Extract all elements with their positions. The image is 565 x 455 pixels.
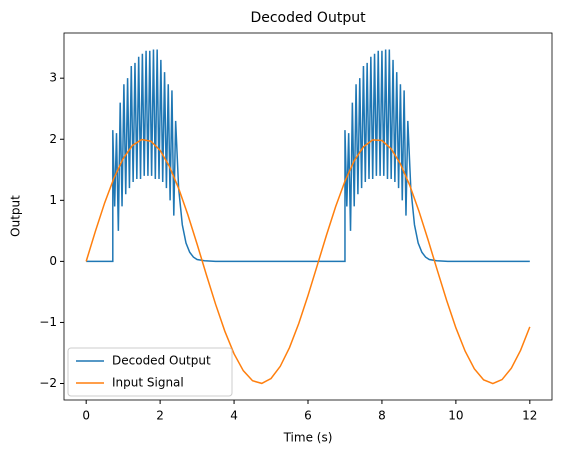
series-line: [85, 138, 531, 385]
y-tick-label: −1: [39, 315, 57, 329]
plot-frame: [63, 32, 553, 401]
x-tick-label: 4: [230, 409, 238, 423]
x-axis-label: Time (s): [283, 431, 333, 445]
x-tick-label: 12: [522, 409, 537, 423]
x-tick-label: 8: [378, 409, 386, 423]
x-tick-label: 0: [82, 409, 90, 423]
chart-title: Decoded Output: [250, 10, 366, 26]
y-axis-label: Output: [9, 195, 23, 237]
x-tick-label: 10: [448, 409, 463, 423]
y-tick-label: −2: [39, 376, 57, 390]
legend-box: [67, 347, 233, 397]
y-tick-label: 2: [49, 132, 57, 146]
y-tick-label: 0: [49, 254, 57, 268]
legend-label: Input Signal: [112, 376, 184, 390]
series-line: [86, 49, 530, 263]
x-tick-label: 6: [304, 409, 312, 423]
y-tick-label: 1: [49, 193, 57, 207]
x-tick-label: 2: [156, 409, 164, 423]
legend-label: Decoded Output: [112, 354, 211, 368]
y-tick-label: 3: [49, 71, 57, 85]
